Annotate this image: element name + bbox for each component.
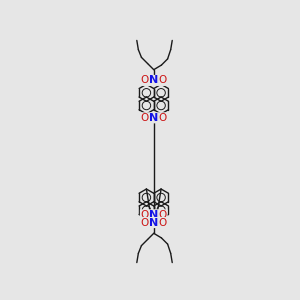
Text: N: N xyxy=(149,218,158,227)
Text: N: N xyxy=(149,113,158,123)
Text: O: O xyxy=(140,113,148,123)
Text: O: O xyxy=(140,210,148,220)
Text: O: O xyxy=(140,218,148,227)
Text: N: N xyxy=(149,210,158,220)
Text: O: O xyxy=(159,218,167,227)
Text: O: O xyxy=(159,76,167,85)
Text: N: N xyxy=(149,76,158,85)
Text: O: O xyxy=(159,113,167,123)
Text: O: O xyxy=(159,210,167,220)
Text: O: O xyxy=(140,76,148,85)
